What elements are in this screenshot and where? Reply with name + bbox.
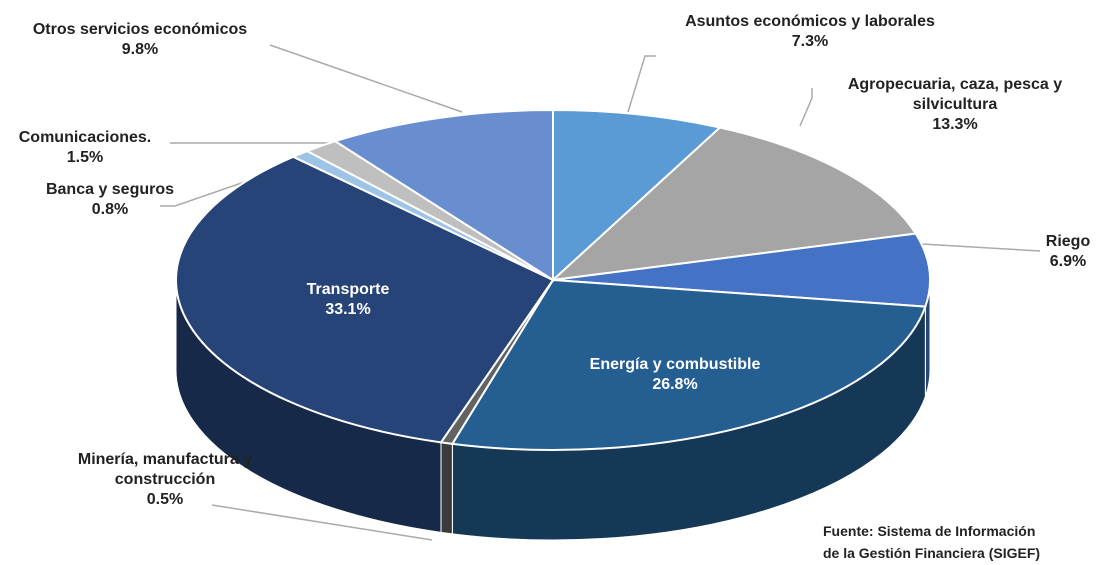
category-name: Agropecuaria, caza, pesca y silvicultura (847, 76, 1063, 113)
leader-line (211, 504, 433, 541)
slice-label: Agropecuaria, caza, pesca y silvicultura… (815, 75, 1095, 135)
source-line: Fuente: Sistema de Información (823, 523, 1036, 539)
slice (175, 155, 555, 444)
slice-label: Riego 6.9% (1033, 232, 1101, 272)
slice-tops (175, 108, 931, 451)
slice-label: Energía y combustible 26.8% (545, 355, 805, 395)
value-label: 0.8% (91, 201, 129, 218)
slice-label: Banca y seguros 0.8% (20, 180, 200, 220)
leader-line (921, 243, 1041, 252)
slice-label: Comunicaciones. 1.5% (0, 128, 175, 168)
slice-sides (175, 279, 931, 541)
category-name: Banca y seguros (45, 181, 175, 198)
category-name: Minería, manufactura y construcción (77, 451, 253, 488)
source-line: de la Gestión Financiera (SIGEF) (823, 545, 1041, 561)
category-name: Asuntos económicos y laborales (685, 13, 935, 30)
slice (552, 232, 931, 308)
slice-side (440, 441, 453, 535)
slice (332, 108, 554, 282)
category-name: Transporte (306, 281, 390, 298)
slice (549, 126, 918, 282)
value-label: 13.3% (932, 116, 978, 133)
category-name: Energía y combustible (589, 356, 761, 373)
value-label: 1.5% (66, 149, 104, 166)
value-label: 33.1% (325, 301, 371, 318)
value-label: 0.5% (146, 491, 184, 508)
slice (450, 278, 927, 451)
slice-label: Otros servicios económicos 9.8% (0, 20, 280, 60)
category-name: Comunicaciones. (18, 129, 152, 146)
category-name: Otros servicios económicos (32, 21, 248, 38)
value-label: 26.8% (652, 376, 698, 393)
leader-line (269, 44, 463, 113)
slice-label: Minería, manufactura y construcción 0.5% (75, 450, 255, 510)
value-label: 6.9% (1049, 253, 1087, 270)
slice (552, 108, 723, 283)
value-label: 9.8% (121, 41, 159, 58)
slice-label: Transporte 33.1% (248, 280, 448, 320)
source-note: Fuente: Sistema de Información de la Gest… (823, 520, 1040, 564)
value-label: 7.3% (791, 33, 829, 50)
slice-label: Asuntos económicos y laborales 7.3% (640, 12, 980, 52)
leader-line (799, 88, 813, 127)
category-name: Riego (1045, 233, 1091, 250)
leader-line (627, 55, 656, 113)
